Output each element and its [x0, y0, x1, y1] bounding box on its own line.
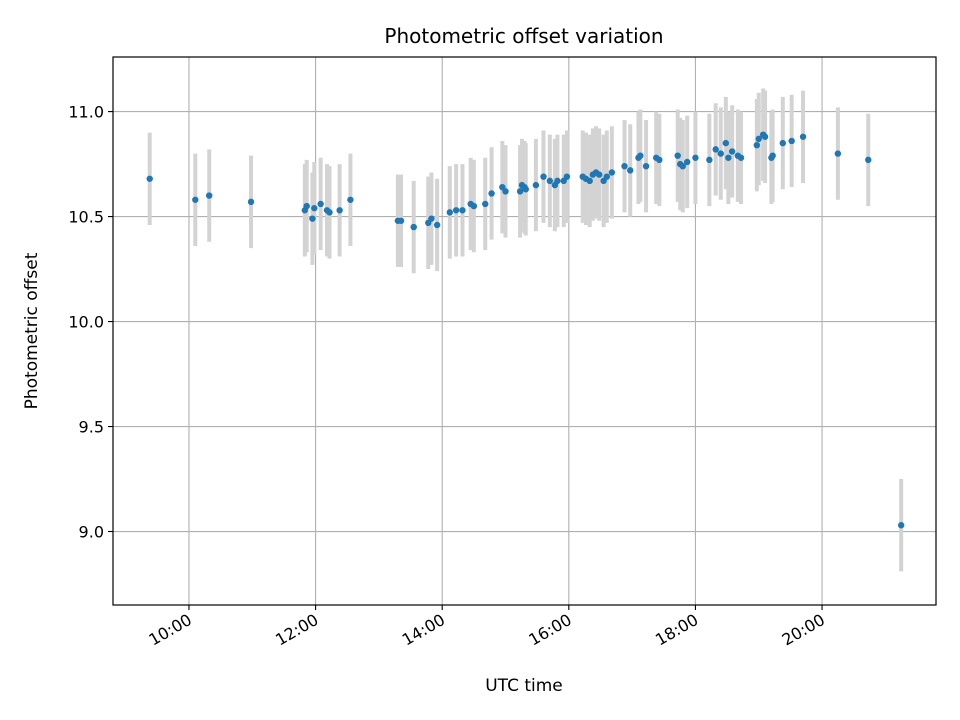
data-point — [799, 133, 807, 140]
plot-frame — [112, 56, 937, 606]
data-point — [608, 169, 616, 176]
data-point — [146, 175, 153, 182]
data-point — [692, 154, 699, 161]
y-tick-label: 11.0 — [68, 103, 104, 122]
data-point — [516, 188, 524, 195]
data-point — [428, 215, 435, 222]
chart-title: Photometric offset variation — [384, 24, 663, 48]
data-points — [146, 131, 905, 529]
data-point — [482, 200, 489, 208]
x-tick-label: 16:00 — [525, 610, 574, 650]
x-axis-label: UTC time — [485, 676, 563, 696]
data-point — [706, 156, 713, 164]
error-bars — [147, 88, 904, 572]
data-point — [761, 133, 769, 140]
x-tick-label: 20:00 — [779, 610, 828, 650]
data-point — [192, 196, 199, 203]
data-point — [397, 217, 405, 224]
data-point — [753, 141, 761, 149]
y-tick-label: 10.5 — [68, 208, 104, 227]
data-point — [684, 158, 691, 166]
data-point — [452, 207, 460, 214]
data-point — [247, 198, 255, 206]
data-point — [433, 221, 441, 229]
x-tick-label: 12:00 — [272, 610, 321, 650]
data-point — [532, 181, 540, 189]
data-point — [627, 167, 634, 174]
data-point — [554, 177, 561, 185]
data-point — [540, 173, 547, 180]
data-point — [712, 146, 719, 153]
data-point — [563, 173, 571, 180]
data-point — [336, 207, 343, 214]
data-point — [586, 177, 593, 185]
data-point — [596, 171, 603, 178]
data-point — [755, 135, 762, 143]
data-point — [311, 204, 318, 212]
data-point — [728, 148, 736, 155]
y-axis-ticks: 9.0 9.5 10.0 10.5 11.0 — [68, 103, 113, 542]
y-tick-label: 9.5 — [79, 418, 104, 437]
data-point — [834, 150, 842, 157]
data-point — [326, 209, 333, 216]
data-point — [470, 202, 478, 210]
data-point — [502, 188, 509, 195]
data-point — [674, 152, 681, 159]
data-point — [656, 156, 663, 164]
data-point — [603, 173, 610, 180]
data-point — [865, 156, 872, 164]
x-tick-label: 14:00 — [399, 610, 448, 650]
data-point — [317, 200, 324, 208]
x-tick-label: 18:00 — [652, 610, 701, 650]
data-point — [303, 202, 310, 210]
data-point — [347, 196, 354, 203]
x-axis-ticks: 10:00 12:00 14:00 16:00 18:00 20:00 — [146, 605, 828, 650]
y-axis-label: Photometric offset — [22, 252, 42, 409]
data-point — [897, 522, 905, 529]
y-tick-label: 9.0 — [79, 523, 104, 542]
data-point — [779, 139, 786, 147]
data-point — [459, 207, 466, 214]
data-point — [488, 190, 495, 197]
data-point — [446, 209, 453, 216]
data-point — [546, 177, 554, 185]
data-point — [410, 223, 417, 231]
data-point — [522, 186, 529, 193]
data-point — [737, 154, 745, 161]
x-tick-label: 10:00 — [146, 610, 195, 650]
data-point — [769, 152, 776, 159]
data-point — [722, 139, 730, 147]
data-point — [621, 162, 628, 170]
data-point — [717, 150, 724, 157]
data-point — [788, 137, 795, 145]
grid — [113, 57, 936, 605]
data-point — [679, 162, 686, 170]
y-tick-label: 10.0 — [68, 313, 104, 332]
data-point — [725, 154, 732, 161]
data-point — [309, 215, 316, 222]
data-point — [642, 162, 650, 170]
data-point — [637, 152, 644, 159]
data-point — [206, 192, 213, 199]
